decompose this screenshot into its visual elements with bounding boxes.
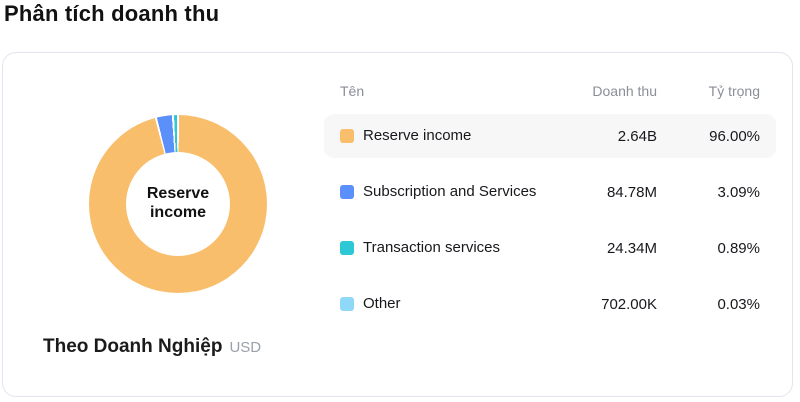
row-revenue: 24.34M bbox=[606, 239, 657, 257]
row-revenue: 702.00K bbox=[601, 295, 657, 313]
donut-center: Reserve income bbox=[126, 152, 230, 256]
row-name: Subscription and Services bbox=[363, 183, 537, 201]
revenue-card: Reserve income Theo Doanh Nghiệp USD Tên… bbox=[2, 52, 793, 397]
table-row-transaction-services[interactable]: Transaction services 24.34M 0.89% bbox=[324, 226, 776, 270]
row-share: 0.03% bbox=[717, 295, 760, 313]
row-name: Transaction services bbox=[363, 239, 500, 257]
row-share: 3.09% bbox=[717, 183, 760, 201]
chart-footer-title: Theo Doanh Nghiệp bbox=[43, 336, 223, 357]
chart-footer: Theo Doanh Nghiệp USD bbox=[43, 336, 261, 358]
row-revenue: 2.64B bbox=[617, 127, 657, 145]
donut-chart[interactable]: Reserve income bbox=[89, 115, 267, 293]
legend-swatch-transaction bbox=[340, 241, 354, 255]
table-header-row: Tên Doanh thu Tỷ trọng bbox=[324, 81, 776, 101]
legend-swatch-other bbox=[340, 297, 354, 311]
table-row-reserve-income[interactable]: Reserve income 2.64B 96.00% bbox=[324, 114, 776, 158]
row-name: Reserve income bbox=[363, 127, 472, 145]
revenue-table: Tên Doanh thu Tỷ trọng Reserve income 2.… bbox=[324, 81, 776, 338]
row-share: 96.00% bbox=[709, 127, 760, 145]
legend-swatch-subscription bbox=[340, 185, 354, 199]
row-revenue: 84.78M bbox=[606, 183, 657, 201]
row-share: 0.89% bbox=[717, 239, 760, 257]
chart-footer-currency: USD bbox=[229, 339, 262, 356]
header-name: Tên bbox=[340, 83, 365, 99]
table-row-other[interactable]: Other 702.00K 0.03% bbox=[324, 282, 776, 326]
page-title: Phân tích doanh thu bbox=[4, 1, 220, 26]
row-name: Other bbox=[363, 295, 401, 313]
header-revenue: Doanh thu bbox=[592, 83, 657, 99]
legend-swatch-reserve-income bbox=[340, 129, 354, 143]
donut-center-label: Reserve income bbox=[146, 185, 210, 221]
header-share: Tỷ trọng bbox=[708, 83, 760, 99]
table-row-subscription-services[interactable]: Subscription and Services 84.78M 3.09% bbox=[324, 170, 776, 214]
